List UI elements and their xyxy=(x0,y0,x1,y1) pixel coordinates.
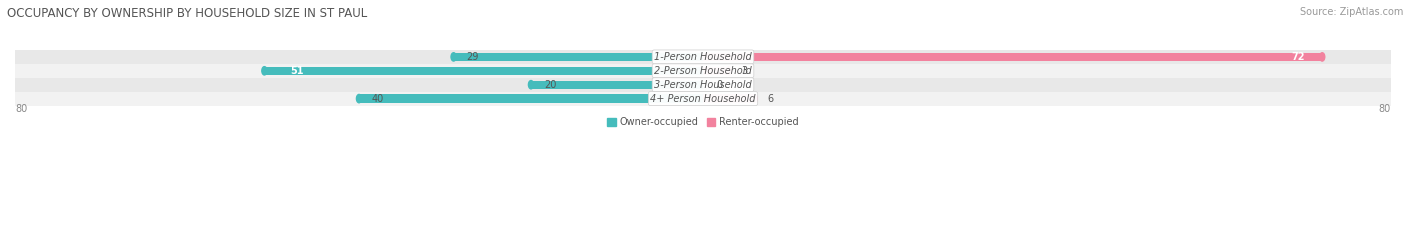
Bar xyxy=(454,53,703,61)
Text: 0: 0 xyxy=(716,80,723,90)
Circle shape xyxy=(727,67,731,75)
Bar xyxy=(703,67,728,75)
Bar xyxy=(359,94,703,103)
Text: 40: 40 xyxy=(373,94,384,104)
Circle shape xyxy=(1320,53,1324,61)
Text: 20: 20 xyxy=(544,80,557,90)
Bar xyxy=(15,50,1391,64)
Text: 3-Person Household: 3-Person Household xyxy=(654,80,752,90)
Text: 3: 3 xyxy=(742,66,748,76)
Circle shape xyxy=(451,53,456,61)
Bar xyxy=(531,81,703,89)
Text: Source: ZipAtlas.com: Source: ZipAtlas.com xyxy=(1299,7,1403,17)
Text: OCCUPANCY BY OWNERSHIP BY HOUSEHOLD SIZE IN ST PAUL: OCCUPANCY BY OWNERSHIP BY HOUSEHOLD SIZE… xyxy=(7,7,367,20)
Circle shape xyxy=(356,94,361,103)
Text: 6: 6 xyxy=(768,94,773,104)
Bar xyxy=(703,94,755,103)
Text: 51: 51 xyxy=(290,66,304,76)
Bar xyxy=(15,78,1391,92)
Bar xyxy=(703,53,1322,61)
Text: 2-Person Household: 2-Person Household xyxy=(654,66,752,76)
Text: 80: 80 xyxy=(15,104,27,114)
Bar xyxy=(15,92,1391,106)
Bar xyxy=(15,64,1391,78)
Circle shape xyxy=(752,94,758,103)
Text: 1-Person Household: 1-Person Household xyxy=(654,52,752,62)
Text: 4+ Person Household: 4+ Person Household xyxy=(650,94,756,104)
Text: 29: 29 xyxy=(467,52,479,62)
Circle shape xyxy=(529,81,534,89)
Circle shape xyxy=(262,67,267,75)
Text: 72: 72 xyxy=(1292,52,1305,62)
Legend: Owner-occupied, Renter-occupied: Owner-occupied, Renter-occupied xyxy=(603,113,803,131)
Bar xyxy=(264,67,703,75)
Text: 80: 80 xyxy=(1379,104,1391,114)
